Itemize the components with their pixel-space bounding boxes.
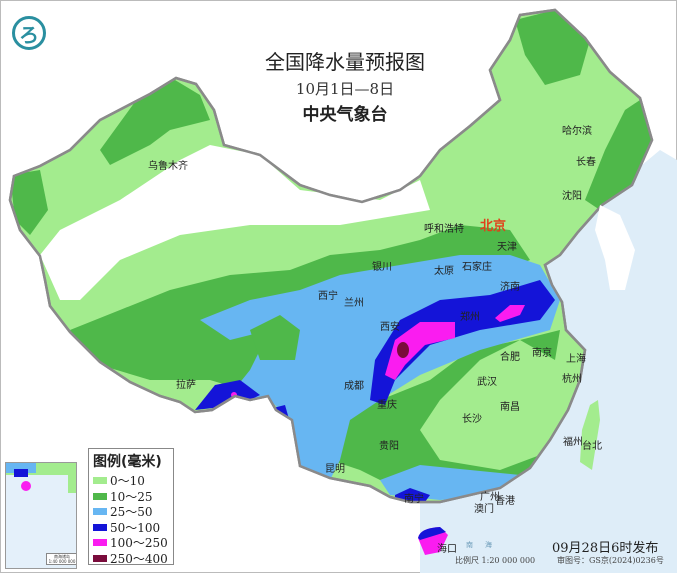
zone-100-250-east [495,305,525,322]
zone-10-25-ne [515,10,590,85]
zone-100-250 [385,322,455,380]
legend-title: 图例(毫米) [93,454,162,470]
cma-logo: ろ [12,16,46,50]
legend-swatch [93,477,107,485]
city-label: 长沙 [462,414,482,425]
zone-250-400 [397,342,409,358]
legend-swatch [93,508,107,516]
city-label: 兰州 [344,298,364,309]
city-label: 天津 [497,242,517,253]
city-label: 呼和浩特 [424,224,464,235]
city-label: 重庆 [377,400,397,411]
city-label: 沈阳 [562,191,582,202]
date-range: 10月1日—8日 [295,80,395,98]
issuer: 中央气象台 [302,105,388,125]
legend-label: 250～400 [110,551,168,566]
city-label: 石家庄 [462,262,492,273]
city-label: 北京 [480,219,507,234]
city-label: 乌鲁木齐 [148,161,188,172]
city-label: 济南 [500,282,520,293]
city-label: 武汉 [477,377,497,388]
legend-label: 0～10 [110,474,145,489]
city-label: 银川 [372,262,392,273]
legend-item: 25～50 [93,504,169,520]
legend-label: 25～50 [110,505,153,520]
legend-item: 0～10 [93,473,169,489]
city-label: 福州 [563,437,583,448]
city-label: 成都 [344,381,364,392]
map-approval-number: 审图号：GS京(2024)0236号 [557,556,664,565]
city-label: 拉萨 [176,380,196,391]
legend-label: 100～250 [110,536,168,551]
legend-item: 100～250 [93,535,169,551]
city-label: 哈尔滨 [562,126,592,137]
zone-10-25-w [10,170,48,235]
china-border-line [8,8,654,504]
city-label: 南京 [532,348,552,359]
city-label: 长春 [576,157,596,168]
city-label: 上海 [566,354,586,365]
city-label: 昆明 [325,464,345,475]
city-label: 西安 [380,322,400,333]
city-label: 合肥 [500,352,520,363]
legend-label: 10～25 [110,489,153,504]
zone-10-25-south [330,330,560,500]
city-label: 香港 [495,496,515,507]
city-label: 西宁 [318,291,338,302]
legend-swatch [93,523,107,531]
south-china-sea-inset: 南海诸岛 1:40 000 000 [5,462,77,569]
city-label: 广州 [480,492,500,503]
city-label: 杭州 [562,374,582,385]
legend-item: 50～100 [93,520,169,536]
legend-swatch [93,539,107,547]
inset-map [6,463,76,493]
zone-10-25-nw [100,80,210,165]
legend: 图例(毫米) 0～10 10～25 25～50 50～100 100～250 250～40… [88,448,174,567]
city-label: 贵阳 [379,441,399,452]
zone-10-25-island [250,315,300,360]
city-label: 澳门 [474,504,494,515]
city-label: 南宁 [404,494,424,505]
sea-label: 海 [485,541,492,549]
legend-label: 50～100 [110,520,161,535]
city-label: 太原 [434,266,454,277]
city-label: 海口 [437,544,457,555]
korea-peninsula [595,205,635,290]
taiwan-island [580,400,600,470]
legend-item: 10～25 [93,489,169,505]
city-label: 台北 [582,441,602,452]
publish-time: 09月28日6时发布 [552,541,659,556]
map-scale: 比例尺 1:20 000 000 [455,556,536,565]
city-label: 郑州 [460,312,480,323]
city-label: 南昌 [500,402,520,413]
legend-swatch [93,492,107,500]
hainan-north [418,527,446,540]
zone-50-100-south [395,488,430,502]
sea-label: 南 [466,541,473,549]
inset-caption: 南海诸岛 1:40 000 000 [46,553,76,565]
legend-item: 250～400 [93,551,169,567]
zone-0-white-xinjiang [40,145,430,300]
legend-swatch [93,554,107,562]
map-title: 全国降水量预报图 [265,50,425,74]
